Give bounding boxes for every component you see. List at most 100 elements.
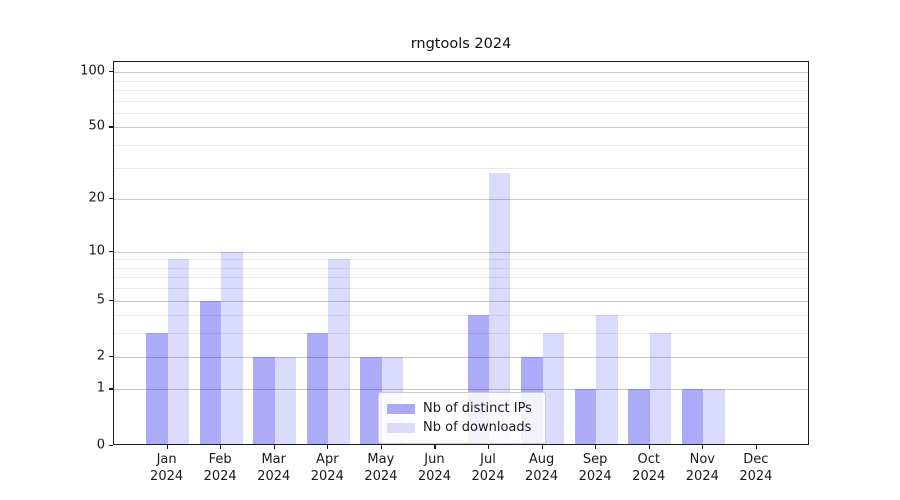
- x-tick-mark: [702, 444, 704, 449]
- major-gridline: [114, 356, 808, 358]
- major-gridline: [114, 251, 808, 253]
- major-gridline: [114, 127, 808, 129]
- x-tick-label: Jan 2024: [137, 451, 197, 485]
- x-tick-mark: [220, 444, 222, 449]
- x-tick-label: May 2024: [351, 451, 411, 485]
- y-tick-mark: [108, 126, 113, 128]
- x-tick-label: Apr 2024: [297, 451, 357, 485]
- x-tick-month: Dec: [743, 451, 769, 467]
- y-tick-mark: [108, 388, 113, 390]
- legend-label-distinct-ips: Nb of distinct IPs: [423, 401, 532, 416]
- legend: Nb of distinct IPs Nb of downloads: [378, 392, 546, 444]
- bar-downloads: [167, 259, 189, 445]
- x-tick-year: 2024: [525, 468, 559, 484]
- y-tick-mark: [108, 355, 113, 357]
- minor-gridline: [114, 167, 808, 169]
- x-tick-year: 2024: [632, 468, 666, 484]
- legend-swatch-downloads: [387, 422, 415, 433]
- bar-distinct-ips: [574, 389, 597, 445]
- x-tick-month: Jan: [156, 451, 177, 467]
- y-tick-label: 20: [88, 190, 105, 206]
- minor-gridline: [114, 89, 808, 91]
- minor-gridline: [114, 80, 808, 82]
- y-tick-label: 5: [96, 292, 105, 308]
- x-tick-mark: [488, 444, 490, 449]
- x-tick-year: 2024: [685, 468, 719, 484]
- bar-distinct-ips: [306, 333, 329, 445]
- x-tick-month: Oct: [637, 451, 660, 467]
- y-tick-mark: [108, 71, 113, 73]
- x-tick-year: 2024: [417, 468, 451, 484]
- major-gridline: [114, 72, 808, 74]
- bar-downloads: [703, 389, 725, 445]
- x-tick-month: Jul: [480, 451, 496, 467]
- minor-gridline: [114, 333, 808, 335]
- minor-gridline: [114, 145, 808, 147]
- x-tick-month: Sep: [582, 451, 608, 467]
- y-tick-label: 100: [80, 63, 105, 79]
- x-tick-mark: [434, 444, 436, 449]
- bar-distinct-ips: [681, 389, 704, 445]
- y-tick-label: 50: [88, 118, 105, 134]
- bar-downloads: [274, 356, 297, 445]
- y-tick-label: 2: [96, 348, 105, 364]
- legend-entry-distinct-ips: Nb of distinct IPs: [387, 399, 535, 418]
- major-gridline: [114, 389, 808, 391]
- minor-gridline: [114, 100, 808, 102]
- x-tick-label: Nov 2024: [672, 451, 732, 485]
- x-tick-month: May: [367, 451, 395, 467]
- y-tick-mark: [108, 198, 113, 200]
- x-tick-label: Jun 2024: [404, 451, 464, 485]
- legend-entry-downloads: Nb of downloads: [387, 418, 535, 437]
- bar-downloads: [542, 333, 564, 445]
- major-gridline: [114, 300, 808, 302]
- x-tick-label: Feb 2024: [190, 451, 250, 485]
- x-tick-year: 2024: [203, 468, 237, 484]
- x-tick-month: Aug: [528, 451, 555, 467]
- x-tick-mark: [595, 444, 597, 449]
- x-tick-mark: [327, 444, 329, 449]
- x-tick-year: 2024: [257, 468, 291, 484]
- x-tick-label: Mar 2024: [244, 451, 304, 485]
- y-tick-mark: [108, 250, 113, 252]
- x-tick-year: 2024: [578, 468, 612, 484]
- bar-downloads: [328, 259, 350, 445]
- x-tick-month: Feb: [208, 451, 232, 467]
- chart-title: rngtools 2024: [410, 36, 512, 52]
- minor-gridline: [114, 259, 808, 261]
- x-tick-year: 2024: [310, 468, 344, 484]
- x-tick-month: Mar: [261, 451, 286, 467]
- x-tick-label: Dec 2024: [726, 451, 786, 485]
- major-gridline: [114, 199, 808, 201]
- x-tick-month: Nov: [689, 451, 715, 467]
- y-tick-label: 1: [96, 380, 105, 396]
- x-tick-mark: [380, 444, 383, 449]
- x-tick-month: Jun: [424, 451, 445, 467]
- x-tick-label: Jul 2024: [458, 451, 518, 485]
- x-tick-mark: [541, 444, 543, 449]
- y-tick-mark: [108, 299, 113, 301]
- x-tick-mark: [273, 444, 275, 449]
- x-tick-year: 2024: [364, 468, 398, 484]
- bar-downloads: [596, 315, 618, 445]
- x-tick-label: Sep 2024: [565, 451, 625, 485]
- x-tick-mark: [648, 444, 650, 449]
- bar-distinct-ips: [360, 356, 382, 445]
- bar-downloads: [649, 333, 672, 445]
- x-tick-year: 2024: [739, 468, 773, 484]
- x-tick-label: Oct 2024: [619, 451, 679, 485]
- minor-gridline: [114, 277, 808, 279]
- x-tick-year: 2024: [471, 468, 505, 484]
- y-tick-mark: [108, 444, 113, 446]
- x-tick-mark: [166, 444, 168, 449]
- x-tick-year: 2024: [150, 468, 184, 484]
- y-tick-label: 0: [96, 437, 105, 452]
- plot-area: [113, 60, 809, 445]
- minor-gridline: [114, 112, 808, 114]
- legend-label-downloads: Nb of downloads: [423, 420, 532, 435]
- bar-distinct-ips: [628, 389, 650, 445]
- bar-distinct-ips: [253, 356, 275, 445]
- minor-gridline: [114, 315, 808, 317]
- minor-gridline: [114, 288, 808, 290]
